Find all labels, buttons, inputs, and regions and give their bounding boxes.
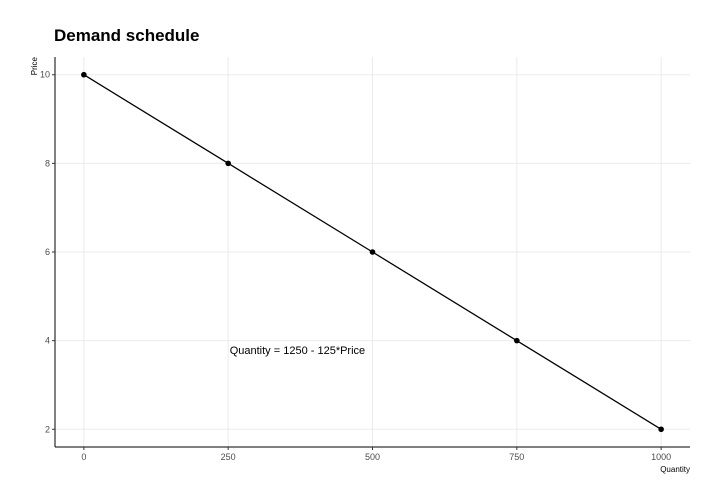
data-point [369,249,376,255]
x-tick-label: 0 [81,452,86,462]
chart-title: Demand schedule [54,26,200,45]
y-tick-label: 8 [45,158,50,168]
y-tick-label: 10 [40,70,50,80]
x-tick-label: 500 [365,452,380,462]
tick-labels: 0 250 500 750 1000 2 4 6 8 10 [40,70,671,462]
data-point [225,160,231,167]
x-axis-title: Quantity [660,465,690,474]
y-tick-label: 2 [45,424,50,434]
grid-lines [55,57,690,447]
demand-series [81,71,664,433]
y-tick-label: 6 [45,247,50,257]
axes [52,57,690,450]
data-point [81,71,87,78]
data-point [514,337,520,344]
x-tick-label: 250 [221,452,236,462]
equation-annotation: Quantity = 1250 - 125*Price [230,345,365,357]
y-axis-title: Price [30,56,39,75]
data-point [658,426,664,433]
y-tick-label: 4 [45,336,50,346]
x-tick-label: 1000 [651,452,671,462]
x-tick-label: 750 [509,452,524,462]
